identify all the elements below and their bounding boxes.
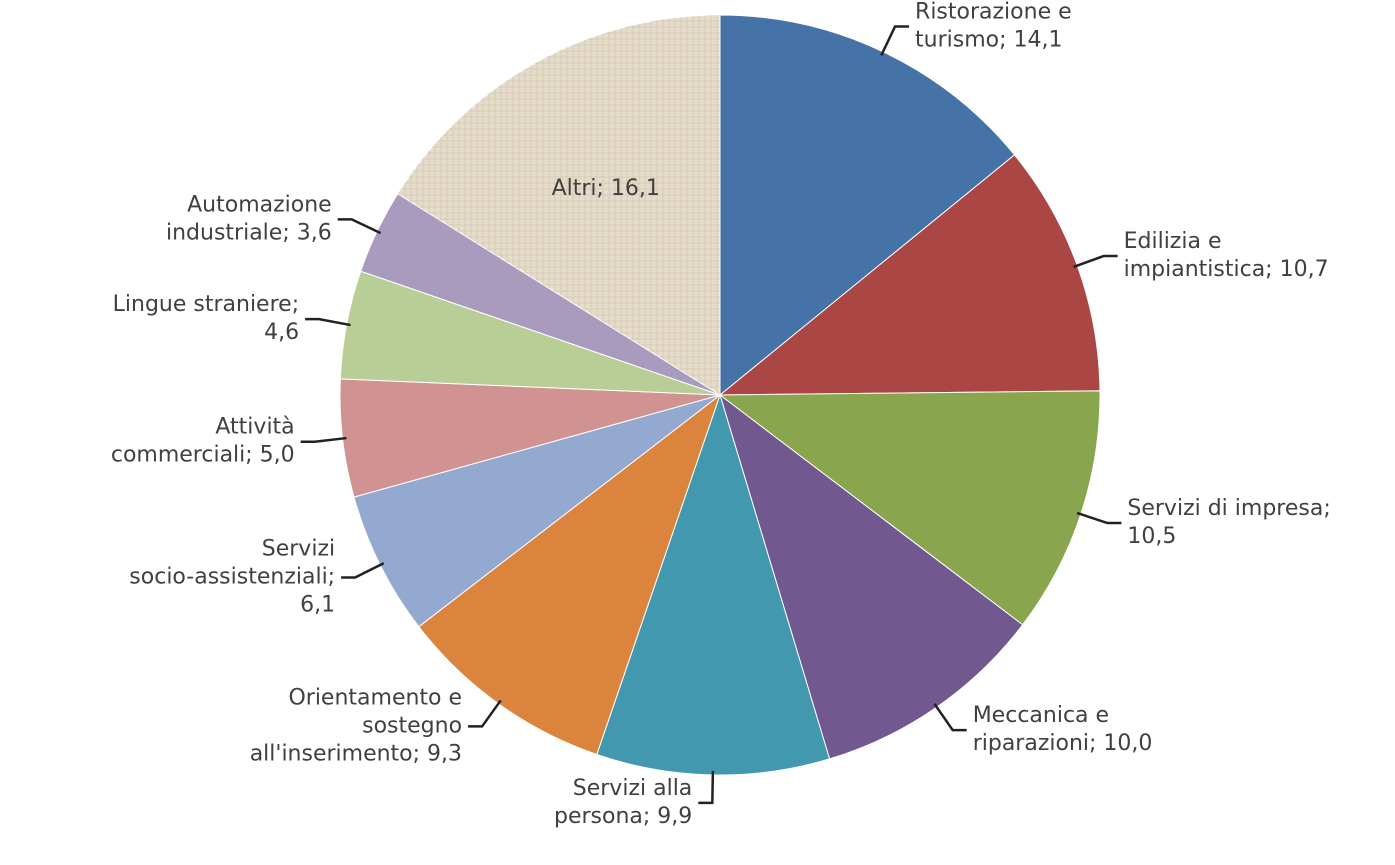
leader-line bbox=[880, 25, 910, 56]
leader-line bbox=[341, 562, 385, 579]
data-label: Edilizia e impiantistica; 10,7 bbox=[1124, 229, 1329, 282]
leader-line bbox=[1073, 254, 1118, 269]
data-label: Altri; 16,1 bbox=[552, 176, 660, 201]
data-label: Attività commerciali; 5,0 bbox=[111, 415, 295, 468]
data-label: Meccanica e riparazioni; 10,0 bbox=[973, 703, 1153, 756]
leader-line bbox=[933, 703, 967, 732]
data-label: Automazione industriale; 3,6 bbox=[166, 192, 332, 245]
leader-line bbox=[698, 770, 715, 805]
data-label: Ristorazione e turismo; 14,1 bbox=[915, 0, 1072, 52]
leader-line bbox=[305, 317, 351, 327]
leader-line bbox=[300, 436, 347, 443]
slice-texture bbox=[397, 15, 720, 395]
leader-line bbox=[337, 218, 382, 235]
leader-line bbox=[1076, 511, 1122, 525]
data-label: Servizi socio-assistenziali; 6,1 bbox=[129, 537, 335, 618]
data-label: Lingue straniere; 4,6 bbox=[113, 292, 299, 345]
data-label: Servizi di impresa; 10,5 bbox=[1127, 496, 1330, 549]
data-label: Orientamento e sostegno all'inserimento; 9… bbox=[250, 685, 462, 766]
leader-line bbox=[468, 699, 502, 728]
data-label: Servizi alla persona; 9,9 bbox=[554, 776, 692, 829]
